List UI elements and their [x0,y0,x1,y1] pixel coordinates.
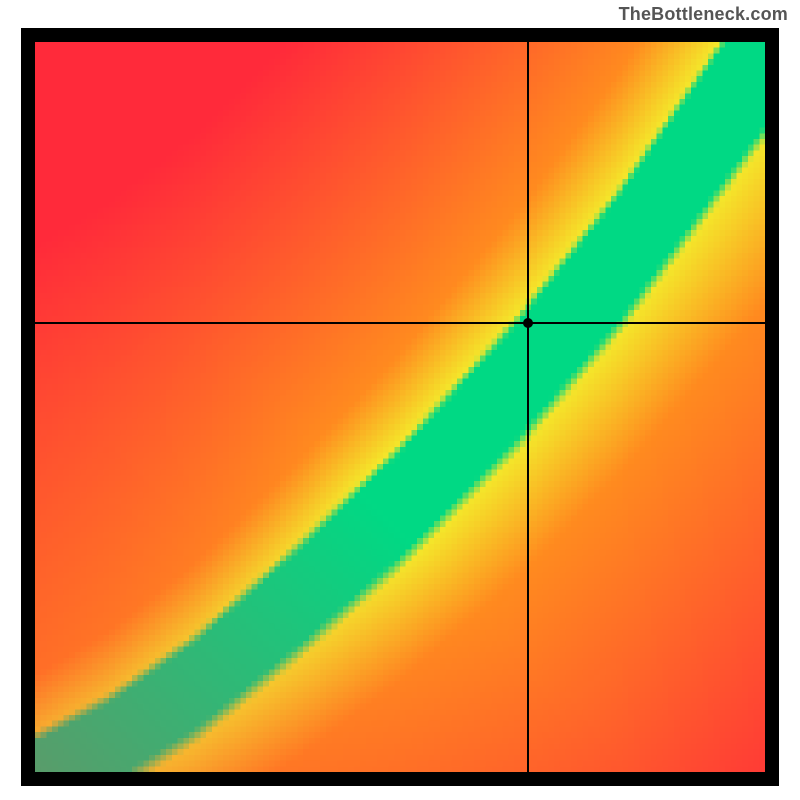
plot-frame [21,28,779,786]
attribution-text: TheBottleneck.com [619,4,788,25]
crosshair-vertical-line [527,42,529,772]
crosshair-marker-dot [523,318,533,328]
crosshair-horizontal-line [35,322,765,324]
bottleneck-heatmap [35,42,765,772]
